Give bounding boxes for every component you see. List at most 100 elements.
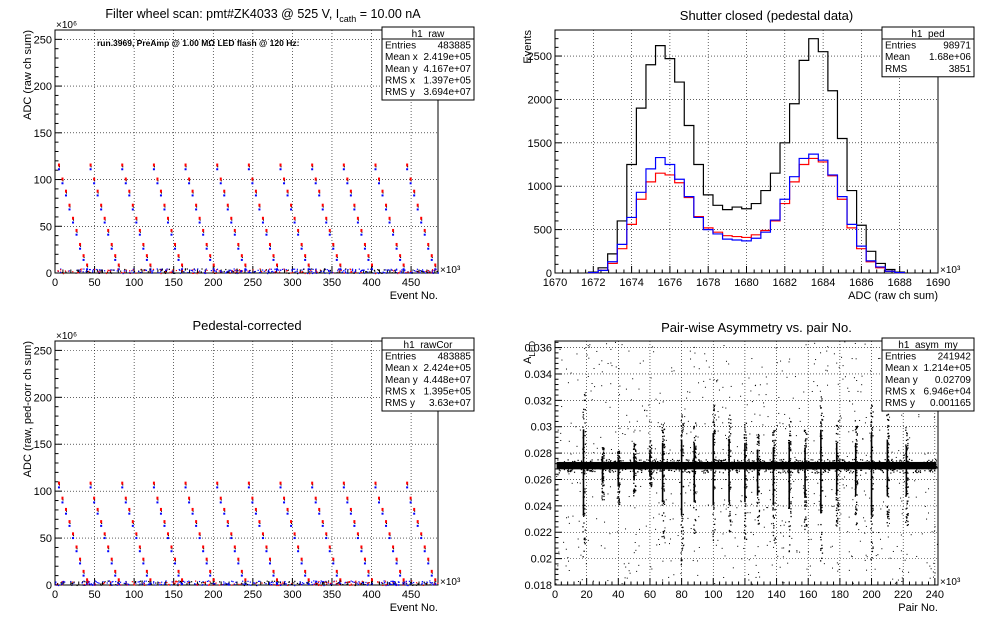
asym-band-point (838, 467, 840, 469)
asym-spike-point (583, 515, 585, 517)
scatter-point-red (430, 569, 433, 573)
scatter-point-noise (398, 581, 400, 583)
scatter-point-black (73, 535, 75, 537)
asym-band-point (751, 470, 753, 472)
scatter-point-blue (374, 486, 377, 489)
asym-background-point (862, 438, 864, 440)
asym-spike-point (662, 430, 664, 432)
asym-background-point (857, 390, 859, 392)
scatter-point-red (395, 242, 398, 246)
scatter-point-noise (316, 580, 318, 583)
scatter-point-noise (431, 269, 434, 271)
asym-spike-point (745, 525, 747, 527)
asym-band-point (635, 460, 638, 462)
asym-band-point (801, 460, 803, 462)
scatter-point-noise (100, 584, 102, 586)
scatter-point-blue (244, 583, 247, 586)
scatter-point-blue (279, 486, 282, 489)
scatter-point-noise (437, 582, 439, 584)
scatter-point-red (72, 216, 75, 220)
y-tick-label: 250 (34, 34, 52, 46)
asym-background-point (656, 492, 658, 494)
asym-band-point (816, 463, 818, 466)
asym-band-point (899, 468, 901, 470)
scatter-point-blue (258, 208, 261, 211)
scatter-point-red (427, 242, 430, 246)
asym-spike-point (744, 517, 747, 520)
scatter-point-black (122, 484, 124, 486)
asym-spike-point (601, 491, 604, 494)
asym-spike-point (680, 552, 682, 554)
asym-band-point (839, 471, 842, 473)
scatter-point-noise (212, 584, 214, 586)
scatter-point-noise (389, 583, 391, 585)
asym-spike-point (774, 460, 776, 462)
asym-band-point (723, 459, 725, 461)
asym-background-point (934, 470, 936, 472)
scatter-point-noise (206, 580, 209, 583)
asym-band-point (683, 467, 686, 469)
scatter-point-noise (60, 268, 62, 270)
scatter-point-noise (198, 580, 201, 583)
asym-band-point (892, 460, 894, 462)
scatter-point-noise (92, 268, 95, 271)
scatter-point-red (79, 242, 82, 246)
scatter-point-noise (132, 269, 134, 271)
scatter-point-noise (327, 582, 329, 584)
asym-spike-point (856, 440, 858, 442)
asym-spike-point (744, 533, 747, 535)
scatter-point-red (159, 507, 162, 511)
scatter-point-blue (121, 168, 124, 171)
scatter-point-noise (60, 269, 62, 271)
asym-spike-point (728, 515, 730, 517)
asym-band-point (562, 467, 564, 469)
asym-spike-point (694, 455, 697, 457)
asym-spike-point (821, 504, 823, 507)
scatter-point-noise (172, 581, 174, 583)
x-tick-label: 140 (767, 589, 785, 601)
asym-spike-point (856, 434, 858, 436)
scatter-point-noise (308, 583, 310, 585)
asym-band-point (596, 466, 599, 468)
asym-spike-point (634, 462, 636, 465)
asym-spike-point (856, 452, 858, 454)
scatter-point-noise (361, 580, 363, 582)
scatter-point-blue (138, 233, 141, 236)
scatter-point-noise (324, 581, 326, 583)
scatter-point-noise (112, 269, 114, 271)
asym-spike-point (663, 535, 665, 538)
asym-band-point (585, 465, 588, 467)
scatter-point-noise (79, 268, 82, 270)
scatter-point-noise (379, 272, 381, 274)
scatter-point-black (361, 231, 363, 233)
asym-background-point (879, 538, 881, 540)
scatter-point-noise (139, 580, 142, 582)
asym-band-point (685, 459, 687, 461)
asym-background-point (659, 392, 661, 394)
asym-background-point (565, 368, 567, 370)
scatter-point-red (304, 254, 307, 258)
asym-band-point (706, 467, 708, 469)
asym-background-point (636, 420, 638, 422)
scatter-point-red (223, 507, 226, 511)
scatter-point-noise (392, 583, 395, 585)
scatter-point-noise (89, 268, 91, 271)
asym-background-point (736, 446, 738, 448)
asym-spike-point (714, 472, 716, 474)
scatter-point-black (431, 572, 433, 574)
scatter-point-noise (143, 270, 145, 272)
scatter-point-blue (135, 537, 138, 540)
scatter-point-red (202, 545, 205, 549)
scatter-point-blue (276, 583, 279, 586)
asym-spike-point (681, 414, 683, 416)
asym-spike-point (856, 474, 858, 477)
asym-band-point (791, 471, 794, 474)
asym-spike-point (694, 447, 697, 449)
asym-band-point (652, 460, 654, 462)
scatter-point-noise (173, 272, 175, 274)
asym-spike-point (602, 449, 605, 451)
scatter-point-black (182, 581, 184, 583)
asym-band-point (873, 462, 875, 464)
asym-spike-point (663, 512, 665, 514)
asym-spike-point (906, 503, 908, 505)
